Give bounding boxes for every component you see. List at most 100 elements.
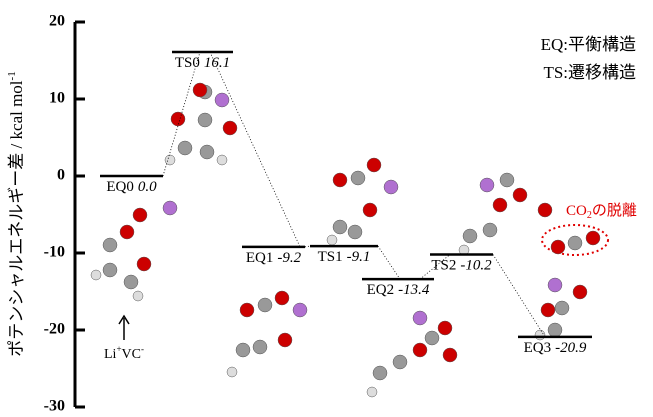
y-axis-label: ポテンシャルエネルギー差 / kcal mol-1 — [6, 71, 26, 356]
atom — [163, 201, 177, 215]
atom — [373, 366, 387, 380]
atom — [480, 178, 494, 192]
level-label: EQ1-9.2 — [246, 250, 302, 266]
level-value: 0.0 — [138, 179, 157, 195]
atom — [240, 303, 254, 317]
atom — [573, 285, 587, 299]
atom — [171, 112, 185, 126]
co2-main: CO — [566, 203, 587, 219]
atom — [483, 223, 497, 237]
atom — [200, 145, 214, 159]
level-label: EQ2-13.4 — [367, 283, 430, 299]
atom — [351, 171, 365, 185]
atom — [333, 173, 347, 187]
atom — [443, 348, 457, 362]
atom — [133, 291, 143, 301]
atom — [227, 367, 237, 377]
connector — [305, 246, 310, 247]
atom — [215, 93, 229, 107]
atom — [217, 155, 227, 165]
atom — [551, 240, 565, 254]
legend-ts: TS:遷移構造 — [543, 63, 636, 82]
atom — [384, 180, 398, 194]
level-value: -10.2 — [460, 258, 492, 274]
atom — [348, 225, 362, 239]
atom — [538, 203, 552, 217]
reactant-label: Li+VC- — [104, 344, 144, 362]
atom — [193, 83, 207, 97]
level-name: TS1 — [318, 250, 343, 266]
atom — [413, 311, 427, 325]
atom — [438, 321, 452, 335]
co2-note: CO2の脱離 — [566, 201, 637, 221]
atom — [367, 158, 381, 172]
atom — [535, 330, 545, 340]
level-label: TS1-9.1 — [318, 250, 371, 266]
atom — [548, 323, 562, 337]
y-tick-label: 10 — [49, 90, 65, 107]
atom — [178, 141, 192, 155]
connector — [493, 255, 545, 337]
level-name: EQ0 — [106, 179, 134, 195]
level-value: 16.1 — [204, 55, 230, 71]
atom — [198, 113, 212, 127]
reactant-b-sup: - — [141, 344, 144, 354]
atom — [333, 220, 347, 234]
level-value: -13.4 — [398, 283, 430, 299]
level-name: EQ1 — [246, 250, 274, 266]
atom — [103, 238, 117, 252]
atom — [223, 121, 237, 135]
atom — [236, 343, 250, 357]
level-value: -20.9 — [555, 340, 587, 356]
y-tick-label: -30 — [44, 398, 65, 412]
atom — [500, 173, 514, 187]
atom — [293, 303, 307, 317]
co2-rest: の脱離 — [592, 201, 637, 219]
level-label: TS2-10.2 — [431, 258, 492, 274]
level-name: TS0 — [175, 55, 200, 71]
atom — [253, 340, 267, 354]
atom — [548, 278, 562, 292]
atom — [393, 355, 407, 369]
atom — [493, 198, 507, 212]
chart: ポテンシャルエネルギー差 / kcal mol-1 EQ:平衡構造 TS:遷移構… — [0, 0, 653, 412]
atom — [363, 203, 377, 217]
y-tick-label: -10 — [44, 244, 65, 261]
y-tick-label: -20 — [44, 321, 65, 338]
atom — [586, 231, 600, 245]
atom — [91, 270, 101, 280]
atom — [555, 301, 569, 315]
atom — [103, 263, 117, 277]
level-label: EQ3-20.9 — [524, 340, 587, 356]
atom — [278, 333, 292, 347]
y-label-sup: -1 — [6, 71, 18, 80]
connector — [210, 52, 300, 247]
level-name: EQ2 — [367, 283, 395, 299]
atom — [327, 235, 337, 245]
atom — [258, 298, 272, 312]
reactant-b: VC — [122, 347, 141, 362]
atom — [425, 331, 439, 345]
atom — [275, 291, 289, 305]
atom — [133, 208, 147, 222]
atom — [568, 236, 582, 250]
level-value: -9.1 — [347, 250, 371, 266]
reactant-a: Li — [104, 347, 117, 362]
connector — [378, 246, 400, 279]
atom — [124, 275, 138, 289]
atom — [367, 387, 377, 397]
atom — [120, 225, 134, 239]
legend-eq: EQ:平衡構造 — [541, 35, 636, 54]
y-tick-label: 20 — [49, 13, 65, 30]
level-value: -9.2 — [277, 250, 301, 266]
level-name: TS2 — [431, 258, 456, 274]
atom — [137, 257, 151, 271]
level-name: EQ3 — [524, 340, 552, 356]
y-label-main: ポテンシャルエネルギー差 / kcal mol — [7, 80, 26, 357]
atom — [541, 303, 555, 317]
y-tick-label: 0 — [57, 167, 65, 184]
atom — [413, 343, 427, 357]
atom — [513, 188, 527, 202]
